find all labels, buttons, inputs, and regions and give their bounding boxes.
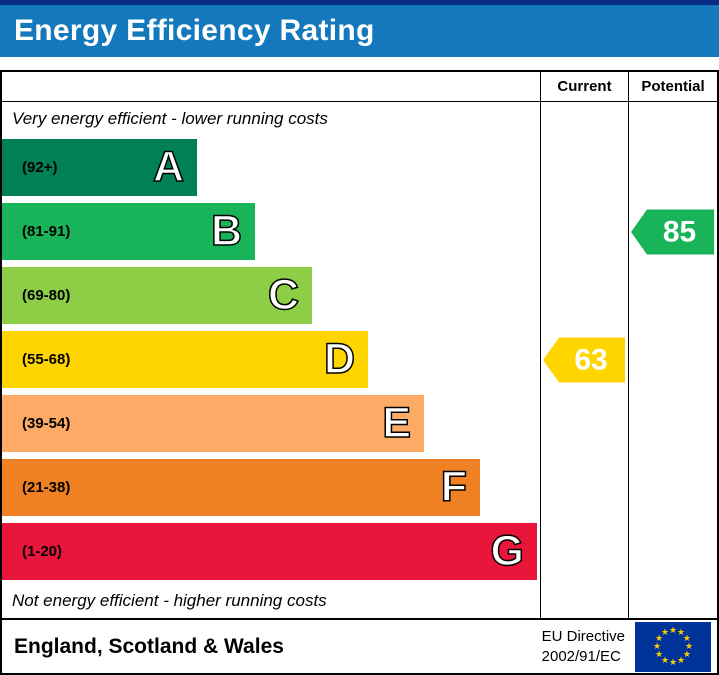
svg-text:★: ★ [669, 626, 677, 636]
current-column-header: Current [540, 72, 628, 102]
band-range: (92+) [22, 159, 58, 176]
current-cell-empty [540, 264, 628, 328]
eu-flag-stars: ★ ★ ★ ★ ★ ★ ★ ★ ★ ★ ★ ★ [653, 626, 693, 668]
svg-text:★: ★ [655, 634, 663, 644]
band-letter: B [210, 207, 243, 255]
band-letter: E [382, 399, 412, 447]
band-letter: C [267, 271, 300, 319]
svg-text:★: ★ [683, 650, 691, 660]
band-row-d: (55-68) D 63 [2, 328, 717, 392]
band-bar-a: (92+) A [2, 139, 197, 196]
page-title: Energy Efficiency Rating [14, 14, 375, 47]
band-bar-area: (1-20) G [2, 520, 540, 584]
potential-cell-empty [628, 456, 717, 520]
svg-text:★: ★ [685, 642, 693, 652]
current-cell-empty [540, 136, 628, 200]
svg-text:★: ★ [669, 658, 677, 668]
potential-cell-empty [628, 136, 717, 200]
svg-text:★: ★ [677, 655, 685, 665]
svg-text:★: ★ [677, 628, 685, 638]
potential-cell-empty [628, 102, 717, 136]
svg-text:★: ★ [661, 655, 669, 665]
band-row-c: (69-80) C [2, 264, 717, 328]
band-bar-f: (21-38) F [2, 459, 480, 516]
header-spacer [2, 72, 540, 102]
eu-directive-line2: 2002/91/EC [541, 647, 621, 665]
band-range: (69-80) [22, 287, 71, 304]
current-cell-empty [540, 456, 628, 520]
current-cell-empty [540, 392, 628, 456]
band-range: (1-20) [22, 543, 63, 560]
band-range: (39-54) [22, 415, 71, 432]
current-cell-empty [540, 520, 628, 584]
current-cell-empty [540, 200, 628, 264]
top-note: Very energy efficient - lower running co… [12, 109, 328, 128]
svg-text:★: ★ [683, 634, 691, 644]
current-cell-empty [540, 584, 628, 618]
svg-text:★: ★ [653, 642, 661, 652]
eu-directive-line1: EU Directive [541, 628, 625, 645]
band-range: (81-91) [22, 223, 71, 240]
band-bar-area: (69-80) C [2, 264, 540, 328]
bottom-note-row: Not energy efficient - higher running co… [2, 584, 717, 618]
potential-column-header: Potential [628, 72, 717, 102]
band-bar-area: (55-68) D [2, 328, 540, 392]
band-bar-d: (55-68) D [2, 331, 368, 388]
current-cell: 63 [540, 328, 628, 392]
band-row-a: (92+) A [2, 136, 717, 200]
current-rating-pointer: 63 [543, 337, 625, 383]
potential-cell-empty [628, 264, 717, 328]
potential-cell-empty [628, 520, 717, 584]
band-bar-e: (39-54) E [2, 395, 424, 452]
potential-rating-pointer: 85 [631, 209, 714, 255]
band-bar-area: (21-38) F [2, 456, 540, 520]
rating-table: Current Potential Very energy efficient … [0, 70, 719, 620]
band-bar-b: (81-91) B [2, 203, 255, 260]
region-label: England, Scotland & Wales [14, 634, 284, 658]
band-bar-area: (39-54) E [2, 392, 540, 456]
band-bar-area: (92+) A [2, 136, 540, 200]
band-bar-c: (69-80) C [2, 267, 312, 324]
eu-directive-label: EU Directive 2002/91/EC [542, 627, 625, 666]
band-letter: F [440, 463, 468, 511]
svg-text:★: ★ [661, 628, 669, 638]
band-row-g: (1-20) G [2, 520, 717, 584]
band-row-e: (39-54) E [2, 392, 717, 456]
footer-bar: England, Scotland & Wales EU Directive 2… [0, 620, 719, 675]
potential-cell-empty [628, 584, 717, 618]
band-row-f: (21-38) F [2, 456, 717, 520]
band-letter: D [323, 335, 356, 383]
band-letter: A [152, 143, 185, 191]
current-rating-value: 63 [574, 343, 608, 376]
potential-rating-value: 85 [662, 215, 697, 248]
bottom-note: Not energy efficient - higher running co… [12, 591, 327, 610]
potential-cell: 85 [628, 200, 717, 264]
band-row-b: (81-91) B 85 [2, 200, 717, 264]
potential-cell-empty [628, 328, 717, 392]
current-cell-empty [540, 102, 628, 136]
eu-flag-icon: ★ ★ ★ ★ ★ ★ ★ ★ ★ ★ ★ ★ [635, 621, 711, 672]
band-letter: G [490, 527, 525, 575]
band-bar-g: (1-20) G [2, 523, 537, 580]
column-header-row: Current Potential [2, 72, 717, 102]
band-range: (21-38) [22, 479, 71, 496]
band-range: (55-68) [22, 351, 71, 368]
band-bar-area: (81-91) B [2, 200, 540, 264]
top-note-row: Very energy efficient - lower running co… [2, 102, 717, 136]
svg-text:★: ★ [655, 650, 663, 660]
title-bar: Energy Efficiency Rating [0, 0, 719, 57]
potential-cell-empty [628, 392, 717, 456]
